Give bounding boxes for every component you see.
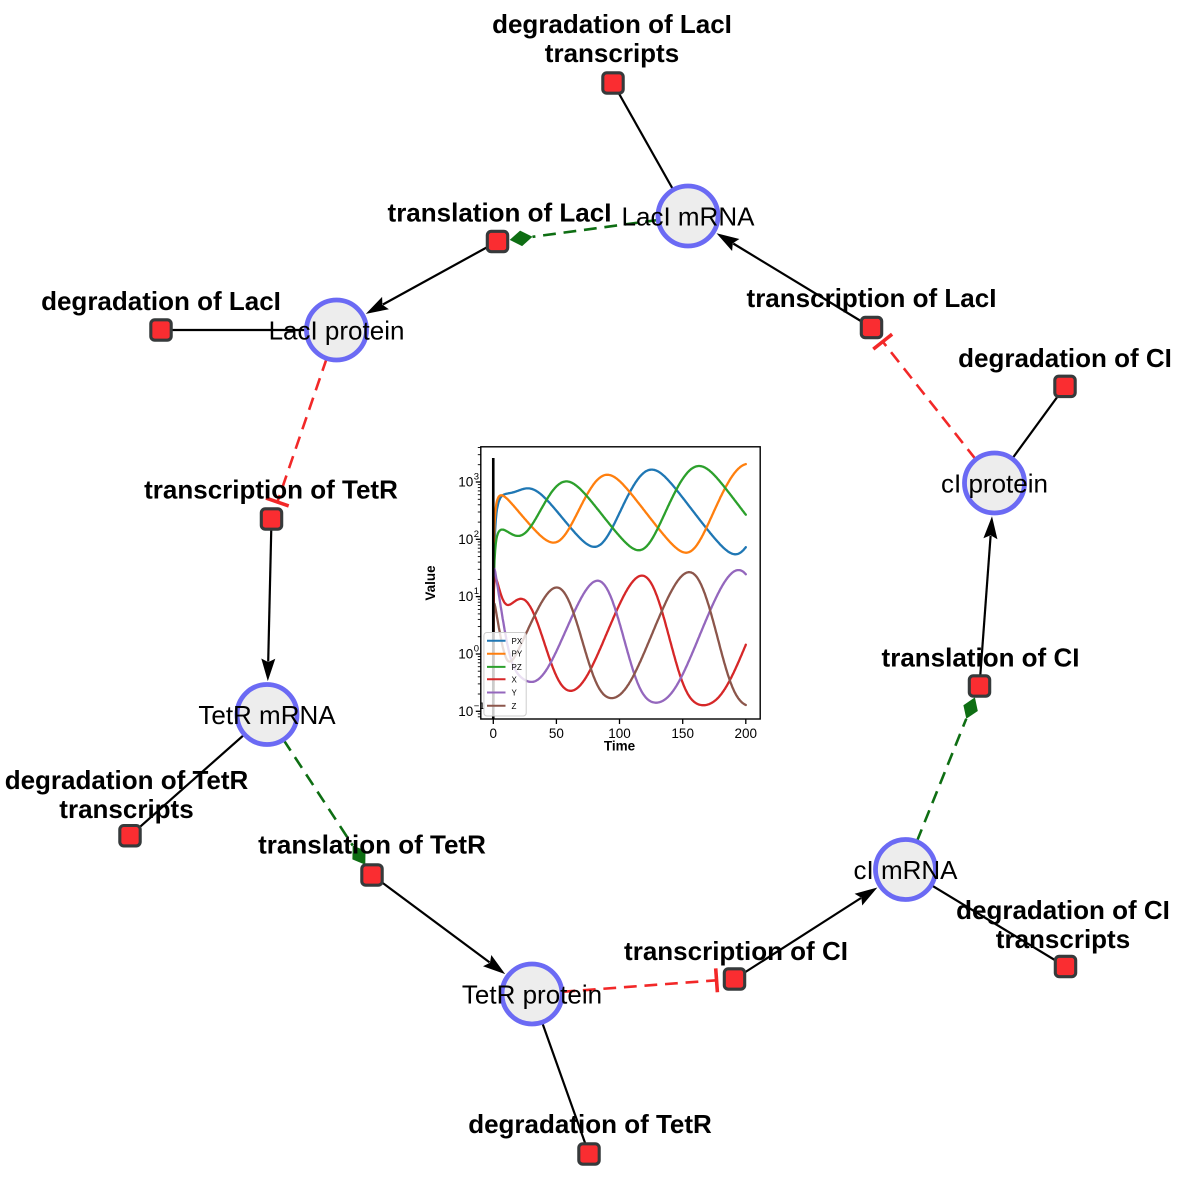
svg-text:TetR mRNA: TetR mRNA bbox=[198, 700, 336, 730]
svg-text:TetR protein: TetR protein bbox=[462, 980, 602, 1010]
svg-text:transcription of CI: transcription of CI bbox=[624, 936, 848, 966]
svg-text:100: 100 bbox=[608, 726, 631, 741]
svg-text:transcription of TetR: transcription of TetR bbox=[144, 475, 398, 505]
svg-text:PY: PY bbox=[512, 650, 523, 659]
svg-text:0: 0 bbox=[474, 644, 479, 655]
svg-text:degradation of LacI: degradation of LacI bbox=[41, 286, 281, 316]
svg-text:degradation of CI: degradation of CI bbox=[956, 895, 1170, 925]
svg-text:Time: Time bbox=[604, 739, 636, 754]
svg-text:degradation of LacI: degradation of LacI bbox=[492, 9, 732, 39]
svg-text:translation of CI: translation of CI bbox=[882, 643, 1080, 673]
svg-text:degradation of TetR: degradation of TetR bbox=[5, 765, 249, 795]
svg-text:PZ: PZ bbox=[512, 663, 522, 672]
svg-text:LacI mRNA: LacI mRNA bbox=[622, 202, 756, 232]
svg-text:10: 10 bbox=[458, 532, 473, 547]
svg-text:X: X bbox=[512, 675, 518, 684]
svg-text:10: 10 bbox=[458, 475, 473, 490]
svg-text:0: 0 bbox=[490, 726, 498, 741]
svg-text:2: 2 bbox=[474, 529, 479, 540]
svg-text:transcripts: transcripts bbox=[59, 794, 193, 824]
svg-text:3: 3 bbox=[474, 472, 479, 483]
svg-text:transcription of LacI: transcription of LacI bbox=[747, 283, 997, 313]
svg-text:LacI protein: LacI protein bbox=[269, 316, 405, 346]
svg-text:translation of TetR: translation of TetR bbox=[258, 830, 486, 860]
svg-text:10: 10 bbox=[458, 704, 473, 719]
svg-text:cI protein: cI protein bbox=[941, 469, 1048, 499]
svg-text:translation of LacI: translation of LacI bbox=[388, 198, 612, 228]
svg-text:10: 10 bbox=[458, 647, 473, 662]
svg-text:1: 1 bbox=[474, 586, 479, 597]
svg-text:degradation of TetR: degradation of TetR bbox=[468, 1109, 712, 1139]
svg-text:50: 50 bbox=[549, 726, 564, 741]
svg-text:transcripts: transcripts bbox=[545, 38, 679, 68]
svg-text:Z: Z bbox=[512, 702, 517, 711]
svg-text:200: 200 bbox=[735, 726, 758, 741]
svg-text:transcripts: transcripts bbox=[996, 924, 1130, 954]
svg-text:Y: Y bbox=[512, 689, 518, 698]
svg-text:Value: Value bbox=[423, 565, 438, 601]
svg-text:degradation of CI: degradation of CI bbox=[958, 343, 1172, 373]
svg-text:PX: PX bbox=[512, 637, 523, 646]
svg-text:150: 150 bbox=[671, 726, 694, 741]
svg-text:10: 10 bbox=[458, 589, 473, 604]
svg-text:−1: −1 bbox=[474, 701, 485, 712]
svg-text:cI mRNA: cI mRNA bbox=[854, 855, 959, 885]
